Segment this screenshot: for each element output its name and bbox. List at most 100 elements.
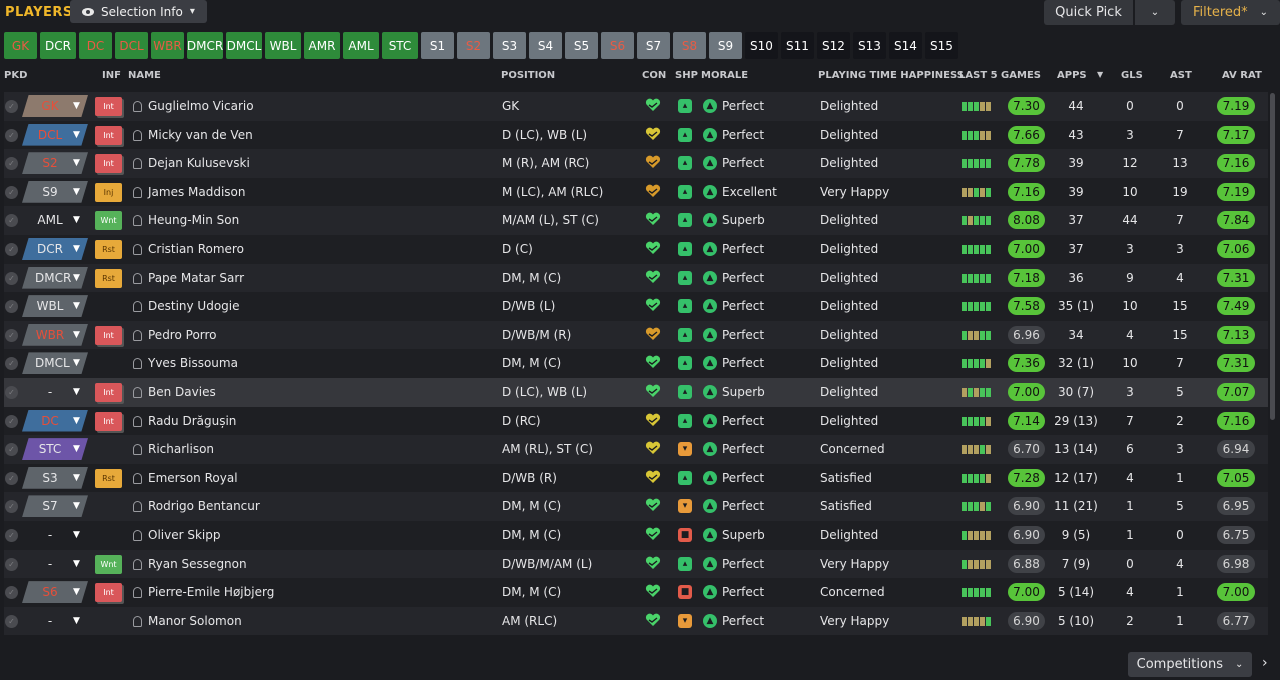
table-row[interactable]: ✓ DC ▼ Int Radu Drăgușin D (RC) ▴ ▲ Perfect Delig… bbox=[4, 406, 1268, 436]
position-selector[interactable]: S2 ▼ bbox=[22, 152, 88, 175]
quick-pick-button[interactable]: Quick Pick bbox=[1044, 0, 1133, 25]
filter-s10[interactable]: S10 bbox=[745, 32, 778, 59]
quick-pick-dropdown-button[interactable]: ⌄ bbox=[1135, 0, 1175, 25]
table-row[interactable]: ✓ - ▼ Wnt Ryan Sessegnon D/WB/M/AM (L) ▴ ▲ Perfe… bbox=[4, 549, 1268, 579]
table-row[interactable]: ✓ DCR ▼ Rst Cristian Romero D (C) ▴ ▲ Perfect Del… bbox=[4, 234, 1268, 264]
filter-s11[interactable]: S11 bbox=[781, 32, 814, 59]
position-selector[interactable]: AML ▼ bbox=[22, 209, 88, 231]
filter-s4[interactable]: S4 bbox=[529, 32, 562, 59]
table-row[interactable]: ✓ WBL ▼ Destiny Udogie D/WB (L) ▴ ▲ Perfect Deli… bbox=[4, 292, 1268, 321]
filter-s3[interactable]: S3 bbox=[493, 32, 526, 59]
picked-checkbox[interactable]: ✓ bbox=[5, 357, 18, 371]
table-row[interactable]: ✓ DCL ▼ Int Micky van de Ven D (LC), WB (L) ▴ ▲… bbox=[4, 120, 1268, 150]
filter-button[interactable]: Filtered* ⌄ bbox=[1181, 0, 1280, 25]
col-apps[interactable]: APPS bbox=[1057, 70, 1087, 81]
table-row[interactable]: ✓ AML ▼ Wnt Heung-Min Son M/AM (L), ST (C) ▴ ▲ S… bbox=[4, 206, 1268, 235]
table-row[interactable]: ✓ GK ▼ Int Guglielmo Vicario GK ▴ ▲ Perfect Delig… bbox=[4, 92, 1268, 121]
picked-checkbox[interactable]: ✓ bbox=[5, 528, 18, 542]
player-name[interactable]: Oliver Skipp bbox=[148, 527, 221, 542]
filter-stc[interactable]: STC bbox=[382, 32, 418, 59]
filter-wbl[interactable]: WBL bbox=[265, 32, 301, 59]
picked-checkbox[interactable]: ✓ bbox=[5, 242, 18, 256]
picked-checkbox[interactable]: ✓ bbox=[5, 614, 18, 628]
player-name[interactable]: Radu Drăgușin bbox=[148, 413, 237, 428]
table-row[interactable]: ✓ WBR ▼ Int Pedro Porro D/WB/M (R) ▴ ▲ Perfect De… bbox=[4, 320, 1268, 350]
position-selector[interactable]: S9 ▼ bbox=[22, 180, 88, 203]
filter-s12[interactable]: S12 bbox=[817, 32, 850, 59]
filter-s1[interactable]: S1 bbox=[421, 32, 454, 59]
position-selector[interactable]: S7 ▼ bbox=[22, 495, 88, 518]
filter-s2[interactable]: S2 bbox=[457, 32, 490, 59]
player-name[interactable]: Richarlison bbox=[148, 442, 215, 457]
position-selector[interactable]: DMCL ▼ bbox=[22, 352, 88, 375]
filter-aml[interactable]: AML bbox=[343, 32, 379, 59]
table-row[interactable]: ✓ - ▼ Int Ben Davies D (LC), WB (L) ▴ ▲ Superb De… bbox=[4, 377, 1268, 407]
filter-s5[interactable]: S5 bbox=[565, 32, 598, 59]
selection-info-button[interactable]: Selection Info ▾ bbox=[70, 0, 207, 23]
player-name[interactable]: Heung-Min Son bbox=[148, 213, 240, 228]
filter-s13[interactable]: S13 bbox=[853, 32, 886, 59]
picked-checkbox[interactable]: ✓ bbox=[5, 128, 18, 142]
picked-checkbox[interactable]: ✓ bbox=[5, 557, 18, 571]
player-name[interactable]: Cristian Romero bbox=[148, 241, 244, 256]
player-name[interactable]: Ben Davies bbox=[148, 384, 216, 399]
table-row[interactable]: ✓ S7 ▼ Rodrigo Bentancur DM, M (C) ▾ ▲ Perfect S… bbox=[4, 492, 1268, 521]
player-name[interactable]: Dejan Kulusevski bbox=[148, 156, 250, 171]
filter-dcr[interactable]: DCR bbox=[40, 32, 76, 59]
player-name[interactable]: Yves Bissouma bbox=[148, 356, 238, 371]
player-name[interactable]: Manor Solomon bbox=[148, 613, 242, 628]
scrollbar[interactable] bbox=[1270, 93, 1275, 420]
col-inf[interactable]: INF bbox=[102, 70, 121, 81]
col-last5[interactable]: LAST 5 GAMES bbox=[959, 70, 1041, 81]
position-selector[interactable]: S6 ▼ bbox=[22, 581, 88, 604]
picked-checkbox[interactable]: ✓ bbox=[5, 300, 18, 314]
picked-checkbox[interactable]: ✓ bbox=[5, 100, 18, 113]
col-gls[interactable]: GLS bbox=[1121, 70, 1143, 81]
filter-s8[interactable]: S8 bbox=[673, 32, 706, 59]
player-name[interactable]: Pierre-Emile Højbjerg bbox=[148, 585, 275, 600]
col-playing-time[interactable]: PLAYING TIME HAPPINESS bbox=[818, 70, 964, 81]
picked-checkbox[interactable]: ✓ bbox=[5, 385, 18, 399]
position-selector[interactable]: - ▼ bbox=[22, 610, 88, 632]
filter-dmcr[interactable]: DMCR bbox=[187, 32, 223, 59]
filter-s14[interactable]: S14 bbox=[889, 32, 922, 59]
table-row[interactable]: ✓ S3 ▼ Rst Emerson Royal D/WB (R) ▴ ▲ Perfect Sat… bbox=[4, 463, 1268, 493]
position-selector[interactable]: WBR ▼ bbox=[22, 323, 88, 346]
col-pkd[interactable]: PKD bbox=[4, 70, 28, 81]
position-selector[interactable]: DCL ▼ bbox=[22, 123, 88, 146]
filter-dcl[interactable]: DCL bbox=[115, 32, 148, 59]
table-row[interactable]: ✓ S9 ▼ Inj James Maddison M (LC), AM (RLC) ▴ ▲ E… bbox=[4, 177, 1268, 207]
col-name[interactable]: NAME bbox=[128, 70, 161, 81]
picked-checkbox[interactable]: ✓ bbox=[5, 328, 18, 342]
table-row[interactable]: ✓ S2 ▼ Int Dejan Kulusevski M (R), AM (RC) ▴ ▲ P… bbox=[4, 149, 1268, 178]
filter-s7[interactable]: S7 bbox=[637, 32, 670, 59]
table-row[interactable]: ✓ - ▼ Oliver Skipp DM, M (C) ■ ▲ Superb Delighte… bbox=[4, 520, 1268, 550]
player-name[interactable]: Micky van de Ven bbox=[148, 127, 253, 142]
position-selector[interactable]: DMCR ▼ bbox=[22, 266, 88, 289]
player-name[interactable]: Emerson Royal bbox=[148, 470, 238, 485]
filter-wbr[interactable]: WBR bbox=[151, 32, 184, 59]
picked-checkbox[interactable]: ✓ bbox=[5, 157, 18, 171]
position-selector[interactable]: DC ▼ bbox=[22, 409, 88, 432]
table-row[interactable]: ✓ - ▼ Manor Solomon AM (RLC) ▾ ▲ Perfect Very Ha… bbox=[4, 606, 1268, 636]
picked-checkbox[interactable]: ✓ bbox=[5, 214, 18, 228]
chevron-right-icon[interactable]: › bbox=[1262, 655, 1268, 671]
filter-s6[interactable]: S6 bbox=[601, 32, 634, 59]
col-ast[interactable]: AST bbox=[1170, 70, 1192, 81]
table-row[interactable]: ✓ STC ▼ Richarlison AM (RL), ST (C) ▾ ▲ Perfect… bbox=[4, 435, 1268, 464]
competitions-button[interactable]: Competitions ⌄ bbox=[1128, 652, 1252, 677]
picked-checkbox[interactable]: ✓ bbox=[5, 271, 18, 285]
position-selector[interactable]: S3 ▼ bbox=[22, 466, 88, 489]
picked-checkbox[interactable]: ✓ bbox=[5, 500, 18, 514]
filter-s9[interactable]: S9 bbox=[709, 32, 742, 59]
player-name[interactable]: Guglielmo Vicario bbox=[148, 99, 254, 113]
picked-checkbox[interactable]: ✓ bbox=[5, 586, 18, 600]
picked-checkbox[interactable]: ✓ bbox=[5, 414, 18, 428]
picked-checkbox[interactable]: ✓ bbox=[5, 471, 18, 485]
position-selector[interactable]: - ▼ bbox=[22, 381, 88, 403]
table-row[interactable]: ✓ S6 ▼ Int Pierre-Emile Højbjerg DM, M (C) ■ ▲ P… bbox=[4, 578, 1268, 607]
player-name[interactable]: Pape Matar Sarr bbox=[148, 270, 245, 285]
picked-checkbox[interactable]: ✓ bbox=[5, 185, 18, 199]
position-selector[interactable]: - ▼ bbox=[22, 524, 88, 546]
col-avrat[interactable]: AV RAT bbox=[1222, 70, 1262, 81]
